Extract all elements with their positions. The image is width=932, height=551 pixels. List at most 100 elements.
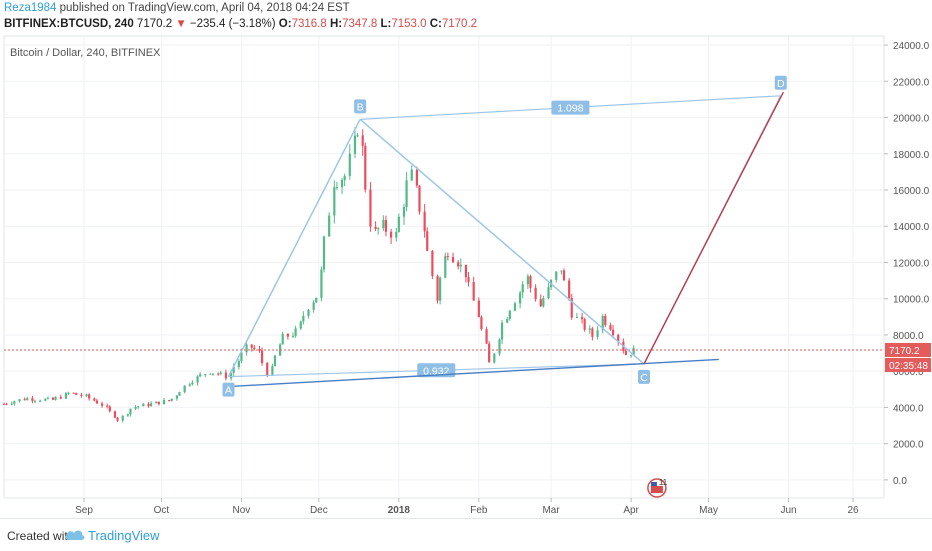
candle-body	[506, 318, 509, 323]
candle-body	[508, 310, 511, 319]
candle-body	[436, 275, 439, 301]
candle-body	[2, 403, 6, 405]
candle-body	[493, 353, 496, 363]
candle-body	[446, 256, 449, 258]
candle-body	[601, 315, 604, 331]
candle-body	[95, 400, 99, 404]
candle-body	[500, 322, 504, 340]
time-tick-label: May	[699, 505, 718, 516]
author-link[interactable]: Reza1984	[4, 2, 57, 14]
last-price: 7170.2	[136, 18, 173, 30]
candle-body	[529, 276, 532, 288]
price-axis[interactable]: 24000.0 22000.0 20000.0 18000.0 16000.0 14000…	[884, 41, 931, 487]
candle-body	[562, 270, 566, 281]
candle-body	[260, 350, 264, 364]
candle-body	[224, 372, 228, 379]
chart-title: Bitcoin / Dollar, 240, BITFINEX	[10, 47, 161, 59]
candle-body	[64, 393, 68, 399]
candle-body	[328, 215, 331, 237]
time-tick-label: 2018	[388, 505, 411, 516]
candle-body	[402, 207, 406, 217]
candle-body	[178, 392, 181, 396]
price-chart[interactable]: Bitcoin / Dollar, 240, BITFINEX 1.0980.9…	[0, 34, 932, 518]
candle-body	[5, 403, 8, 405]
candle-body	[361, 135, 364, 146]
candle-body	[31, 398, 34, 401]
candle-body	[570, 298, 573, 318]
candle-body	[188, 384, 191, 386]
time-axis[interactable]: Sep Oct Nov Dec 2018 Feb Mar Apr May Jun 26	[75, 498, 859, 516]
candle-body	[237, 361, 240, 367]
candle-body	[26, 398, 29, 401]
time-tick-label: Feb	[470, 505, 488, 516]
candle-body	[575, 317, 579, 319]
candle-body	[356, 135, 359, 137]
candle-body	[199, 374, 202, 377]
candles	[2, 127, 635, 423]
ratio-badge	[417, 363, 456, 378]
candle-body	[560, 270, 563, 272]
candle-body	[534, 287, 537, 300]
pattern-leg-BC	[359, 118, 645, 365]
candle-body	[588, 328, 591, 330]
low-label: L:	[380, 18, 392, 30]
candle-body	[542, 298, 545, 307]
event-badge-label: 11	[659, 478, 668, 487]
candle-body	[389, 231, 393, 238]
candle-body	[477, 300, 480, 318]
candle-body	[211, 373, 215, 375]
candle-body	[364, 145, 367, 190]
candle-body	[382, 220, 385, 229]
candle-body	[13, 401, 16, 404]
candle-body	[348, 153, 351, 176]
candle-body	[100, 403, 104, 406]
candle-body	[126, 414, 129, 416]
candle-body	[106, 405, 109, 407]
price-tick-label: 18000.0	[893, 150, 930, 161]
candle-body	[547, 287, 550, 299]
candle-body	[93, 398, 96, 401]
candle-body	[294, 328, 297, 336]
tradingview-link[interactable]: TradingView	[88, 528, 160, 543]
candle-body	[245, 344, 248, 353]
event-flag-canton	[650, 482, 657, 486]
candle-body	[18, 399, 21, 402]
candle-body	[302, 315, 305, 322]
candle-body	[632, 348, 635, 355]
candle-body	[155, 401, 158, 404]
candle-body	[457, 262, 460, 267]
candle-body	[10, 403, 13, 405]
candle-body	[395, 231, 398, 238]
candle-body	[134, 407, 137, 409]
candle-body	[405, 180, 408, 208]
candle-body	[307, 309, 310, 316]
candle-body	[67, 392, 70, 394]
candle-body	[85, 394, 88, 396]
support-trendline	[228, 358, 719, 388]
candle-body	[539, 299, 542, 307]
candle-body	[583, 319, 586, 330]
price-tag-label: 7170.2	[889, 346, 920, 357]
candle-body	[286, 333, 289, 337]
time-tick-label: Dec	[310, 505, 328, 516]
candle-body	[384, 220, 388, 232]
candle-body	[88, 394, 91, 399]
candle-body	[377, 228, 380, 230]
candle-body	[273, 355, 277, 366]
candle-body	[23, 399, 26, 401]
candle-body	[299, 321, 302, 329]
plot-border	[3, 35, 885, 499]
symbol-line: BITFINEX:BTCUSD, 240 7170.2 ▼ −235.4 (−3…	[4, 18, 477, 30]
created-with-text: Created with	[7, 529, 75, 543]
candle-body	[240, 352, 243, 362]
candle-body	[498, 339, 501, 354]
candle-body	[629, 354, 633, 356]
candle-body	[521, 284, 524, 293]
price-change: −235.4 (−3.18%)	[189, 18, 276, 30]
candle-body	[291, 335, 295, 337]
candle-body	[183, 385, 186, 393]
symbol-name[interactable]: BITFINEX:BTCUSD, 240	[4, 18, 134, 30]
price-tick-label: 14000.0	[893, 222, 930, 233]
candle-body	[467, 277, 470, 282]
